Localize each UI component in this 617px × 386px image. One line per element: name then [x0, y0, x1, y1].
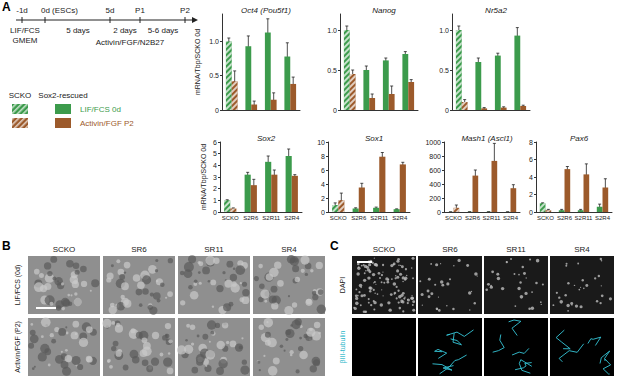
svg-text:5d: 5d: [106, 6, 115, 15]
svg-text:SR11: SR11: [204, 245, 224, 254]
svg-text:6: 6: [529, 156, 533, 163]
svg-text:S2R4: S2R4: [595, 215, 611, 221]
svg-text:SCKO: SCKO: [9, 91, 32, 100]
svg-text:Pax6: Pax6: [570, 134, 589, 143]
svg-text:S2R11: S2R11: [575, 215, 594, 221]
svg-text:S2R6: S2R6: [557, 215, 573, 221]
svg-text:6: 6: [213, 139, 217, 146]
svg-text:SCKO: SCKO: [373, 245, 396, 254]
svg-text:8: 8: [529, 139, 533, 146]
svg-text:S2R6: S2R6: [465, 215, 481, 221]
svg-text:5-6 days: 5-6 days: [148, 26, 179, 35]
svg-text:SR4: SR4: [574, 245, 590, 254]
svg-text:SCKO: SCKO: [537, 215, 554, 221]
svg-text:GMEM: GMEM: [13, 36, 38, 45]
svg-text:0: 0: [445, 107, 449, 114]
svg-text:SR6: SR6: [442, 245, 458, 254]
svg-text:2: 2: [321, 195, 325, 202]
svg-text:LIF/FCS: LIF/FCS: [10, 26, 40, 35]
svg-text:1000: 1000: [425, 139, 441, 146]
svg-text:5 days: 5 days: [66, 26, 90, 35]
svg-text:0: 0: [321, 209, 325, 216]
svg-text:SCKO: SCKO: [445, 215, 462, 221]
svg-text:SCKO: SCKO: [53, 245, 76, 254]
svg-text:mRNA/Tbp/SCKO 0d: mRNA/Tbp/SCKO 0d: [194, 29, 202, 95]
svg-text:Sox2: Sox2: [257, 134, 276, 143]
svg-text:SR11: SR11: [506, 245, 526, 254]
svg-text:P2: P2: [180, 6, 190, 15]
svg-text:Activin/FGF P2: Activin/FGF P2: [80, 119, 134, 128]
svg-text:P1: P1: [135, 6, 145, 15]
svg-text:SCKO: SCKO: [222, 215, 239, 221]
svg-text:LIF/FCS 0d: LIF/FCS 0d: [80, 105, 121, 114]
svg-text:S2R4: S2R4: [284, 215, 300, 221]
svg-text:S2R4: S2R4: [503, 215, 519, 221]
svg-text:1: 1: [213, 197, 217, 204]
svg-text:8: 8: [321, 153, 325, 160]
svg-text:S2R11: S2R11: [370, 215, 389, 221]
svg-text:1.0: 1.0: [439, 27, 449, 34]
svg-text:A: A: [2, 0, 11, 14]
svg-text:2: 2: [529, 191, 533, 198]
svg-text:10: 10: [317, 139, 325, 146]
svg-text:4: 4: [213, 162, 217, 169]
svg-text:S2R6: S2R6: [351, 215, 367, 221]
svg-text:2: 2: [213, 185, 217, 192]
svg-text:C: C: [330, 239, 339, 253]
svg-text:4: 4: [321, 181, 325, 188]
svg-text:Mash1 (Ascl1): Mash1 (Ascl1): [461, 134, 512, 143]
svg-text:S2R4: S2R4: [392, 215, 408, 221]
svg-text:800: 800: [429, 153, 441, 160]
svg-text:S2R11: S2R11: [262, 215, 281, 221]
svg-text:0d (ESCs): 0d (ESCs): [41, 6, 78, 15]
svg-text:0: 0: [213, 209, 217, 216]
svg-text:Nanog: Nanog: [372, 6, 396, 15]
svg-text:0: 0: [529, 209, 533, 216]
svg-text:1.0: 1.0: [209, 38, 219, 45]
svg-text:-1d: -1d: [16, 6, 28, 15]
svg-text:βIII-tubulin: βIII-tubulin: [339, 330, 347, 363]
svg-text:6: 6: [321, 167, 325, 174]
svg-text:600: 600: [429, 167, 441, 174]
svg-text:0: 0: [437, 209, 441, 216]
svg-text:200: 200: [429, 195, 441, 202]
svg-text:Oct4 (Pou5f1): Oct4 (Pou5f1): [241, 6, 291, 15]
svg-text:4: 4: [529, 174, 533, 181]
svg-text:SCKO: SCKO: [330, 215, 347, 221]
svg-text:Sox2-rescued: Sox2-rescued: [38, 91, 87, 100]
svg-text:0: 0: [215, 107, 219, 114]
svg-text:Sox1: Sox1: [365, 134, 383, 143]
svg-text:0.5: 0.5: [209, 72, 219, 79]
svg-text:400: 400: [429, 181, 441, 188]
svg-text:1.0: 1.0: [327, 27, 337, 34]
svg-text:DAPI: DAPI: [339, 277, 346, 293]
svg-text:5: 5: [213, 150, 217, 157]
svg-text:B: B: [2, 239, 11, 253]
svg-text:LIF/FCS (0d): LIF/FCS (0d): [14, 265, 22, 305]
svg-text:SR6: SR6: [131, 245, 147, 254]
svg-text:0.5: 0.5: [327, 67, 337, 74]
svg-text:0.5: 0.5: [439, 67, 449, 74]
svg-text:SR4: SR4: [281, 245, 297, 254]
svg-text:Activin/FGF (P2): Activin/FGF (P2): [14, 321, 22, 373]
svg-text:Activin/FGF/N2B27: Activin/FGF/N2B27: [96, 38, 165, 47]
svg-text:mRNA/Tbp/SCKO 0d: mRNA/Tbp/SCKO 0d: [200, 144, 208, 210]
svg-text:2 days: 2 days: [113, 26, 137, 35]
svg-text:3: 3: [213, 174, 217, 181]
svg-text:Nr5a2: Nr5a2: [485, 6, 507, 15]
svg-text:S2R6: S2R6: [243, 215, 259, 221]
svg-text:S2R11: S2R11: [483, 215, 502, 221]
svg-text:0: 0: [333, 107, 337, 114]
